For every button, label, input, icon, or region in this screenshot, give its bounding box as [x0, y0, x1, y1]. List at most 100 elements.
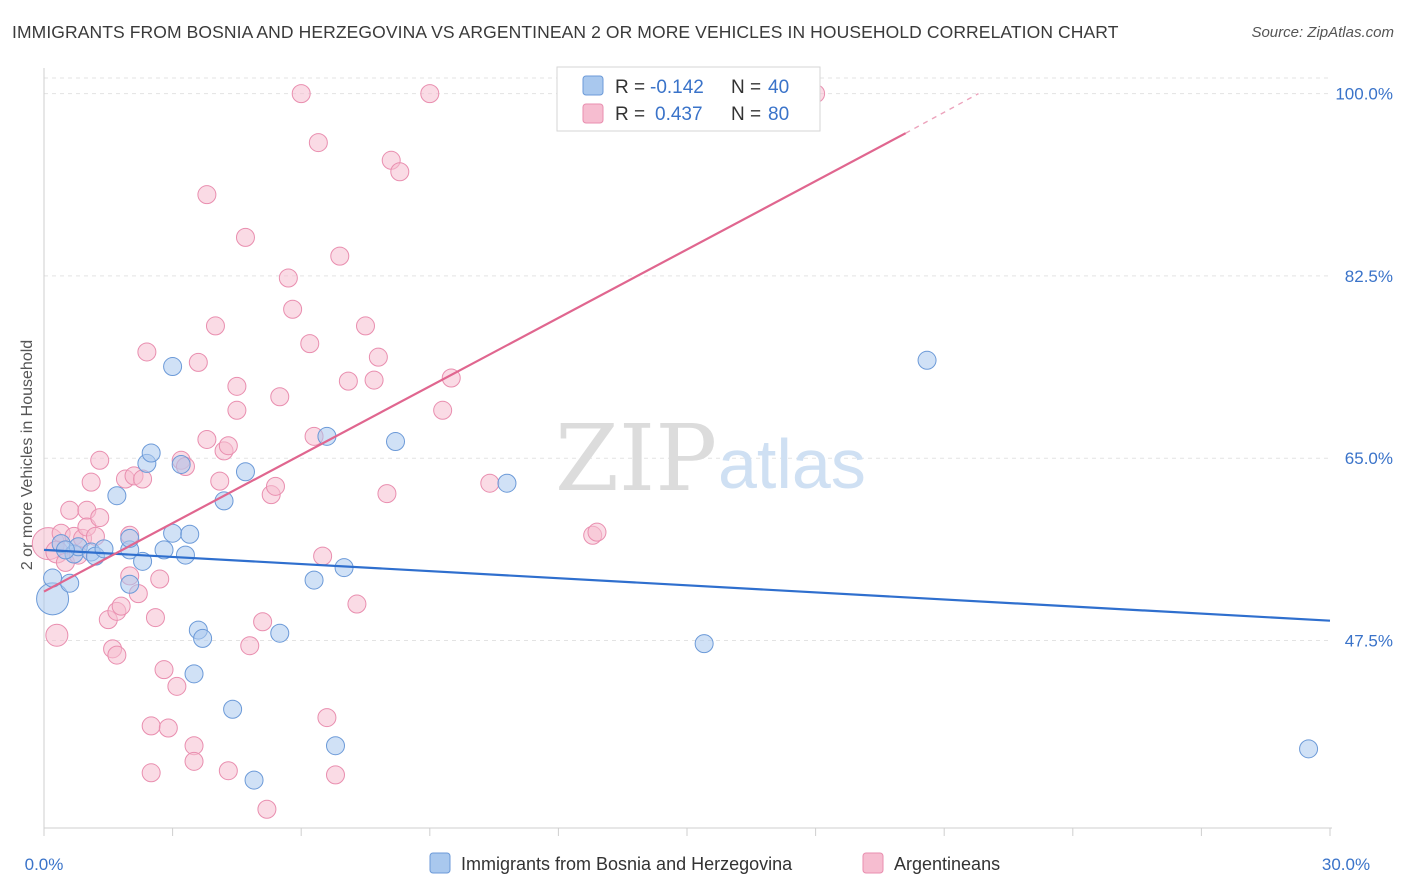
data-point	[317, 708, 337, 728]
data-point	[158, 718, 178, 738]
data-point	[283, 299, 303, 319]
data-point	[45, 623, 69, 647]
data-point	[694, 634, 714, 654]
y-tick-labels: 47.5% 65.0% 82.5% 100.0%	[1335, 85, 1393, 651]
data-point	[313, 546, 333, 566]
x-tick-label-min: 0.0%	[25, 855, 64, 874]
data-point	[205, 316, 225, 336]
data-point	[497, 473, 517, 493]
data-point	[433, 400, 453, 420]
data-point	[60, 500, 80, 520]
data-point	[184, 751, 204, 771]
data-point	[480, 473, 500, 493]
legend-label-bosnia: Immigrants from Bosnia and Herzegovina	[461, 854, 793, 874]
watermark: ZIP atlas	[555, 405, 866, 512]
grid-lines	[44, 77, 1330, 641]
y-tick-label: 47.5%	[1345, 632, 1393, 651]
data-point	[587, 522, 607, 542]
data-point	[270, 623, 290, 643]
stats-n-value-bosnia: 40	[768, 77, 789, 98]
data-point	[386, 432, 406, 452]
legend-swatch-argentineans	[862, 852, 884, 874]
y-tick-label: 100.0%	[1335, 85, 1393, 104]
data-point	[325, 765, 345, 785]
chart-title: IMMIGRANTS FROM BOSNIA AND HERZEGOVINA V…	[12, 22, 1119, 42]
data-point	[347, 594, 367, 614]
data-point	[163, 357, 183, 377]
data-point	[120, 574, 140, 594]
data-point	[330, 246, 350, 266]
data-point	[167, 676, 187, 696]
stats-r-value-bosnia: -0.142	[650, 77, 704, 98]
data-point	[227, 400, 247, 420]
data-point	[218, 436, 238, 456]
data-point	[218, 761, 238, 781]
stats-r-label-bosnia: R =	[615, 77, 645, 98]
data-point	[223, 699, 243, 719]
data-point	[193, 628, 213, 648]
data-point	[133, 551, 153, 571]
stats-box: R = -0.142 N = 40 R = 0.437 N = 80	[556, 66, 821, 132]
data-point	[364, 370, 384, 390]
data-point	[145, 608, 165, 628]
x-axis-ticks	[43, 828, 1331, 836]
y-tick-label: 65.0%	[1345, 449, 1393, 468]
data-point	[184, 664, 204, 684]
y-axis-label: 2 or more Vehicles in Household	[19, 340, 36, 570]
data-point	[188, 352, 208, 372]
data-point	[244, 770, 264, 790]
data-point	[210, 471, 230, 491]
data-point	[917, 350, 937, 370]
trend-line	[43, 132, 907, 593]
data-point	[420, 84, 440, 104]
data-point	[141, 763, 161, 783]
data-point	[90, 508, 110, 528]
data-point	[368, 347, 388, 367]
data-point	[133, 469, 153, 489]
data-point	[154, 660, 174, 680]
data-point	[150, 569, 170, 589]
trend-line	[43, 548, 1331, 622]
data-point	[356, 316, 375, 336]
data-point	[265, 476, 285, 496]
data-point	[291, 84, 311, 104]
data-point	[90, 450, 110, 470]
watermark-atlas: atlas	[718, 425, 866, 503]
stats-n-label-argentineans: N =	[731, 104, 761, 125]
series-bosnia	[36, 350, 1319, 790]
data-point	[377, 484, 397, 504]
data-point	[317, 426, 337, 446]
data-point	[235, 462, 255, 482]
data-point	[175, 545, 195, 565]
data-point	[180, 524, 200, 544]
data-point	[1299, 739, 1319, 759]
data-point	[111, 596, 131, 616]
data-point	[107, 486, 127, 506]
stats-n-value-argentineans: 80	[768, 104, 789, 125]
y-tick-label: 82.5%	[1345, 267, 1393, 286]
stats-n-label-bosnia: N =	[731, 77, 761, 98]
data-point	[141, 716, 161, 736]
data-point	[270, 387, 290, 407]
data-point	[197, 429, 217, 449]
data-point	[197, 185, 217, 205]
data-point	[308, 133, 328, 153]
stats-r-value-argentineans: 0.437	[655, 104, 703, 125]
data-point	[240, 636, 260, 656]
data-point	[300, 334, 320, 354]
stats-swatch-argentineans	[582, 103, 604, 124]
stats-swatch-bosnia	[582, 75, 604, 96]
data-point	[278, 268, 298, 288]
source-credit: Source: ZipAtlas.com	[1251, 24, 1394, 41]
stats-r-label-argentineans: R =	[615, 104, 645, 125]
data-point	[81, 472, 101, 492]
data-point	[171, 454, 191, 474]
data-point	[141, 443, 161, 463]
data-point	[253, 612, 273, 632]
legend-label-argentineans: Argentineans	[894, 854, 1000, 874]
data-point	[390, 162, 410, 182]
data-point	[304, 570, 324, 590]
trend-line-extension	[905, 93, 979, 134]
data-point	[227, 376, 247, 396]
data-point	[325, 736, 345, 756]
